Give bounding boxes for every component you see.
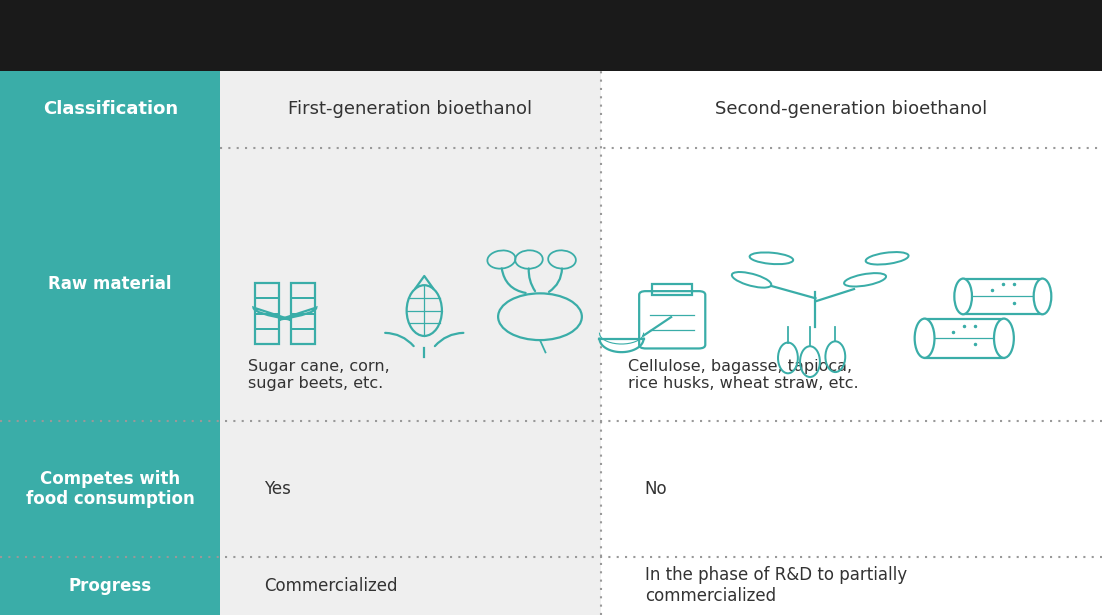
- Bar: [652, 284, 692, 295]
- Bar: [220, 421, 601, 557]
- Bar: [0, 557, 220, 615]
- Text: Sugar cane, corn,
sugar beets, etc.: Sugar cane, corn, sugar beets, etc.: [248, 359, 390, 391]
- Bar: [963, 279, 1042, 314]
- Text: In the phase of R&D to partially
commercialized: In the phase of R&D to partially commerc…: [645, 566, 907, 605]
- Bar: [601, 421, 1102, 557]
- Bar: [255, 283, 279, 344]
- Text: Competes with
food consumption: Competes with food consumption: [25, 469, 195, 509]
- Ellipse shape: [954, 279, 972, 314]
- Bar: [0, 148, 220, 421]
- Text: Progress: Progress: [68, 577, 152, 595]
- Ellipse shape: [994, 319, 1014, 358]
- Bar: [0, 421, 220, 557]
- Text: Raw material: Raw material: [48, 276, 172, 293]
- Bar: [0, 0, 1102, 71]
- Ellipse shape: [915, 319, 934, 358]
- Text: Second-generation bioethanol: Second-generation bioethanol: [715, 100, 987, 118]
- Text: Classification: Classification: [43, 100, 177, 118]
- Bar: [0, 71, 220, 148]
- Bar: [220, 71, 601, 148]
- Text: No: No: [645, 480, 668, 498]
- Text: Cellulose, bagasse, tapioca,
rice husks, wheat straw, etc.: Cellulose, bagasse, tapioca, rice husks,…: [628, 359, 858, 391]
- Bar: [291, 283, 315, 344]
- Bar: [925, 319, 1004, 358]
- Bar: [220, 148, 601, 421]
- Text: Commercialized: Commercialized: [264, 577, 398, 595]
- Bar: [601, 557, 1102, 615]
- Text: First-generation bioethanol: First-generation bioethanol: [289, 100, 532, 118]
- Bar: [601, 148, 1102, 421]
- Bar: [601, 71, 1102, 148]
- Text: Yes: Yes: [264, 480, 291, 498]
- Bar: [220, 557, 601, 615]
- Ellipse shape: [1034, 279, 1051, 314]
